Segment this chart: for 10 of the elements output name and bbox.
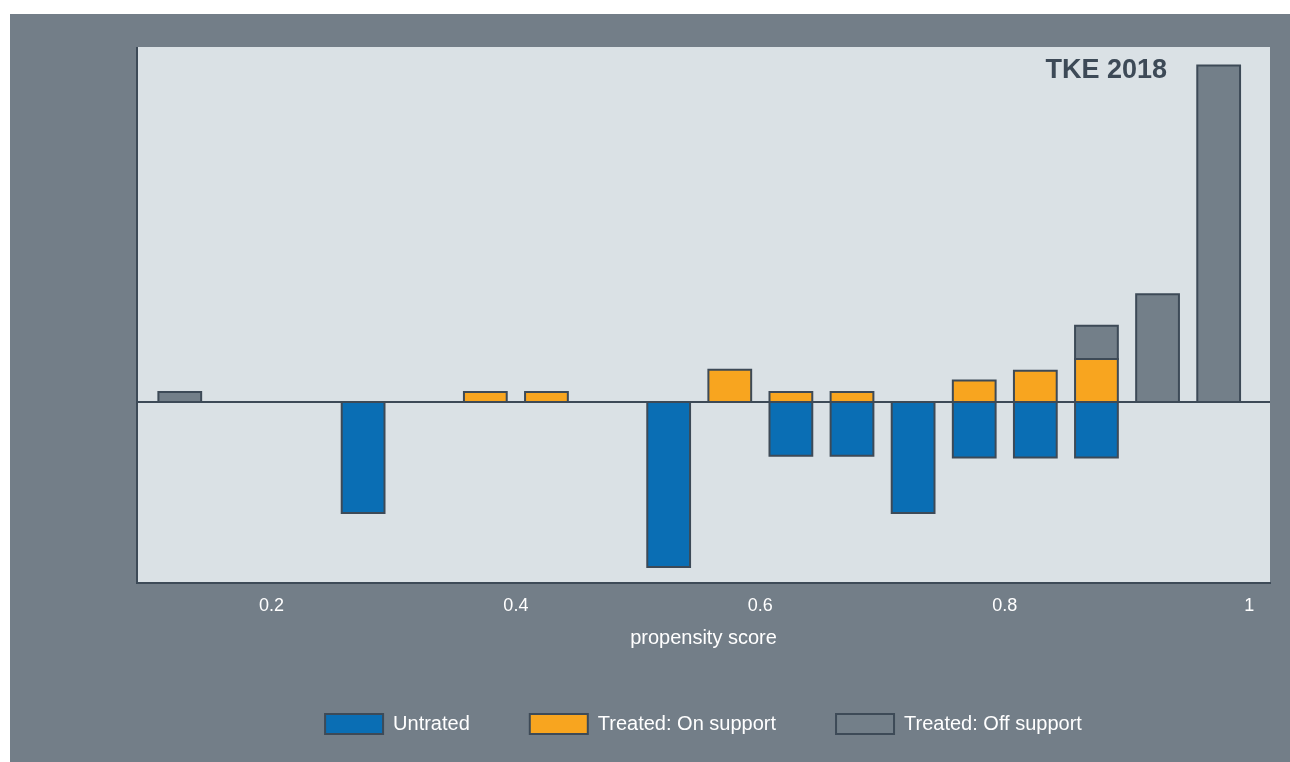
chart-title: TKE 2018	[1045, 53, 1167, 84]
x-tick-label: 1	[1244, 595, 1255, 616]
legend-label: Treated: Off support	[904, 711, 1083, 734]
x-tick-label: 0.4	[503, 595, 529, 616]
x-axis-title: propensity score	[630, 625, 777, 648]
legend-label: Treated: On support	[597, 711, 777, 734]
x-tick-label: 0.6	[747, 595, 773, 616]
legend-label: Untrated	[393, 711, 470, 734]
x-tick-label: 0.8	[992, 595, 1018, 616]
x-tick-label: 0.2	[258, 595, 284, 616]
